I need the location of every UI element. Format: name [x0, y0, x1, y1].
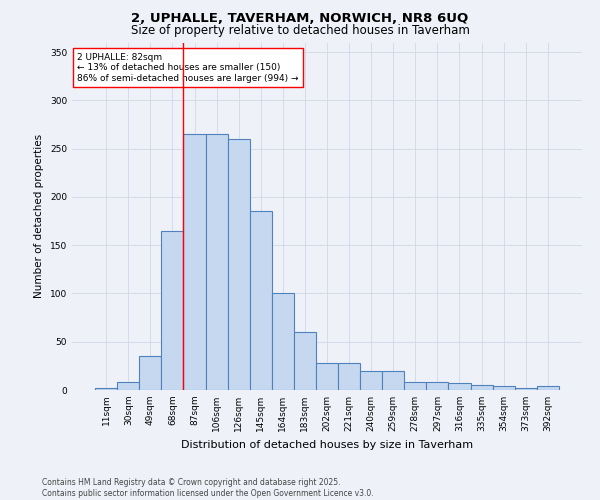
Bar: [338, 363, 360, 390]
Text: Size of property relative to detached houses in Taverham: Size of property relative to detached ho…: [131, 24, 469, 37]
Bar: [184, 134, 206, 390]
X-axis label: Distribution of detached houses by size in Taverham: Distribution of detached houses by size …: [181, 440, 473, 450]
Text: Contains HM Land Registry data © Crown copyright and database right 2025.
Contai: Contains HM Land Registry data © Crown c…: [42, 478, 374, 498]
Bar: [139, 356, 161, 390]
Bar: [227, 139, 250, 390]
Bar: [448, 383, 470, 390]
Bar: [316, 363, 338, 390]
Bar: [272, 294, 294, 390]
Bar: [382, 370, 404, 390]
Bar: [250, 212, 272, 390]
Bar: [404, 382, 427, 390]
Bar: [117, 382, 139, 390]
Bar: [360, 370, 382, 390]
Bar: [294, 332, 316, 390]
Y-axis label: Number of detached properties: Number of detached properties: [34, 134, 44, 298]
Bar: [161, 230, 184, 390]
Bar: [470, 385, 493, 390]
Bar: [95, 388, 117, 390]
Bar: [427, 382, 448, 390]
Bar: [493, 386, 515, 390]
Text: 2, UPHALLE, TAVERHAM, NORWICH, NR8 6UQ: 2, UPHALLE, TAVERHAM, NORWICH, NR8 6UQ: [131, 12, 469, 26]
Bar: [515, 388, 537, 390]
Text: 2 UPHALLE: 82sqm
← 13% of detached houses are smaller (150)
86% of semi-detached: 2 UPHALLE: 82sqm ← 13% of detached house…: [77, 53, 299, 82]
Bar: [206, 134, 227, 390]
Bar: [537, 386, 559, 390]
